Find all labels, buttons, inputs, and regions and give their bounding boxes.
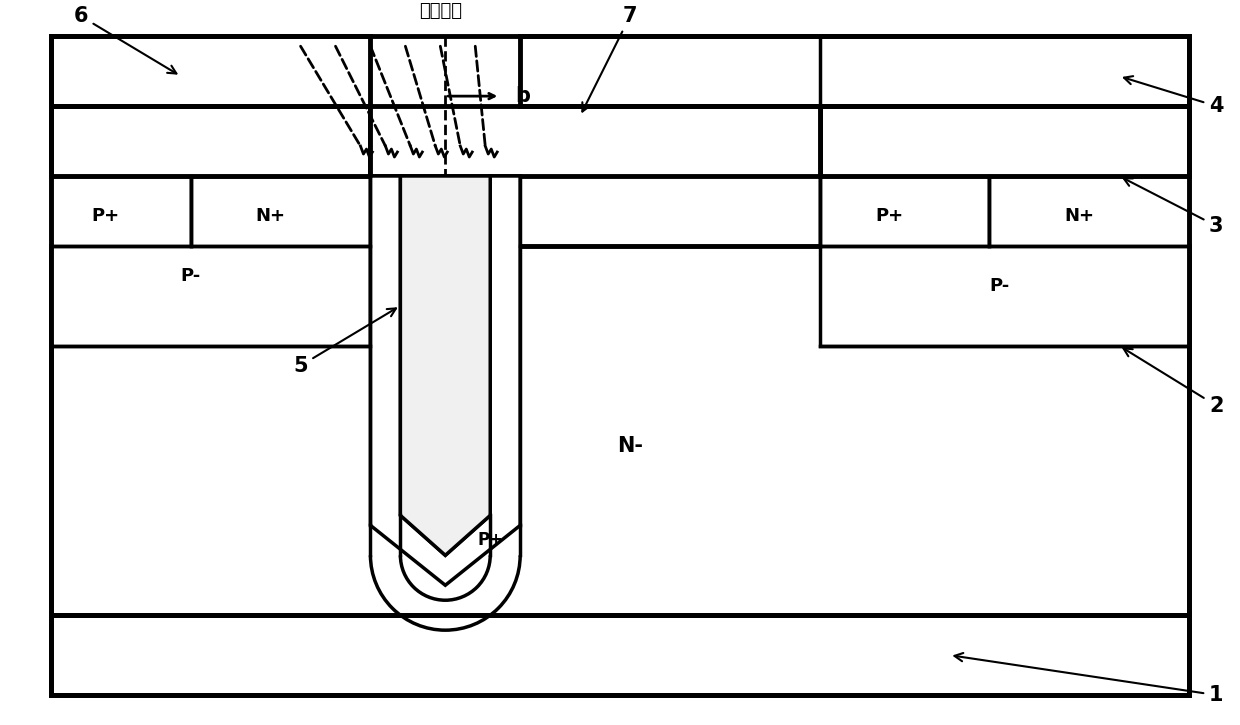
Text: N+: N+ xyxy=(1064,207,1094,225)
Bar xyxy=(520,36,1189,106)
Text: N+: N+ xyxy=(255,207,285,225)
Text: 离子注入: 离子注入 xyxy=(419,2,461,20)
Text: 5: 5 xyxy=(294,308,396,376)
Text: 7: 7 xyxy=(583,7,637,112)
Text: P-: P- xyxy=(181,267,201,285)
Text: N-: N- xyxy=(618,436,644,455)
Bar xyxy=(51,176,191,246)
Bar xyxy=(51,616,1189,695)
Bar xyxy=(990,176,1189,246)
Bar xyxy=(51,176,371,346)
Text: b: b xyxy=(515,86,531,106)
Text: 2: 2 xyxy=(1123,349,1224,415)
Text: 1: 1 xyxy=(955,653,1224,705)
Text: 6: 6 xyxy=(73,7,176,73)
Bar xyxy=(191,176,371,246)
Bar xyxy=(820,176,990,246)
Text: 4: 4 xyxy=(1123,76,1224,116)
Text: 3: 3 xyxy=(1123,178,1224,236)
Bar xyxy=(820,106,1189,176)
PathPatch shape xyxy=(371,176,520,585)
PathPatch shape xyxy=(401,176,490,555)
Bar xyxy=(371,106,820,176)
Bar xyxy=(820,176,1189,346)
Text: P+: P+ xyxy=(477,531,503,550)
Text: P+: P+ xyxy=(875,207,904,225)
Bar xyxy=(51,106,371,176)
Text: P+: P+ xyxy=(92,207,120,225)
Bar xyxy=(51,36,371,106)
Text: P-: P- xyxy=(990,277,1009,295)
Bar xyxy=(51,246,1189,616)
